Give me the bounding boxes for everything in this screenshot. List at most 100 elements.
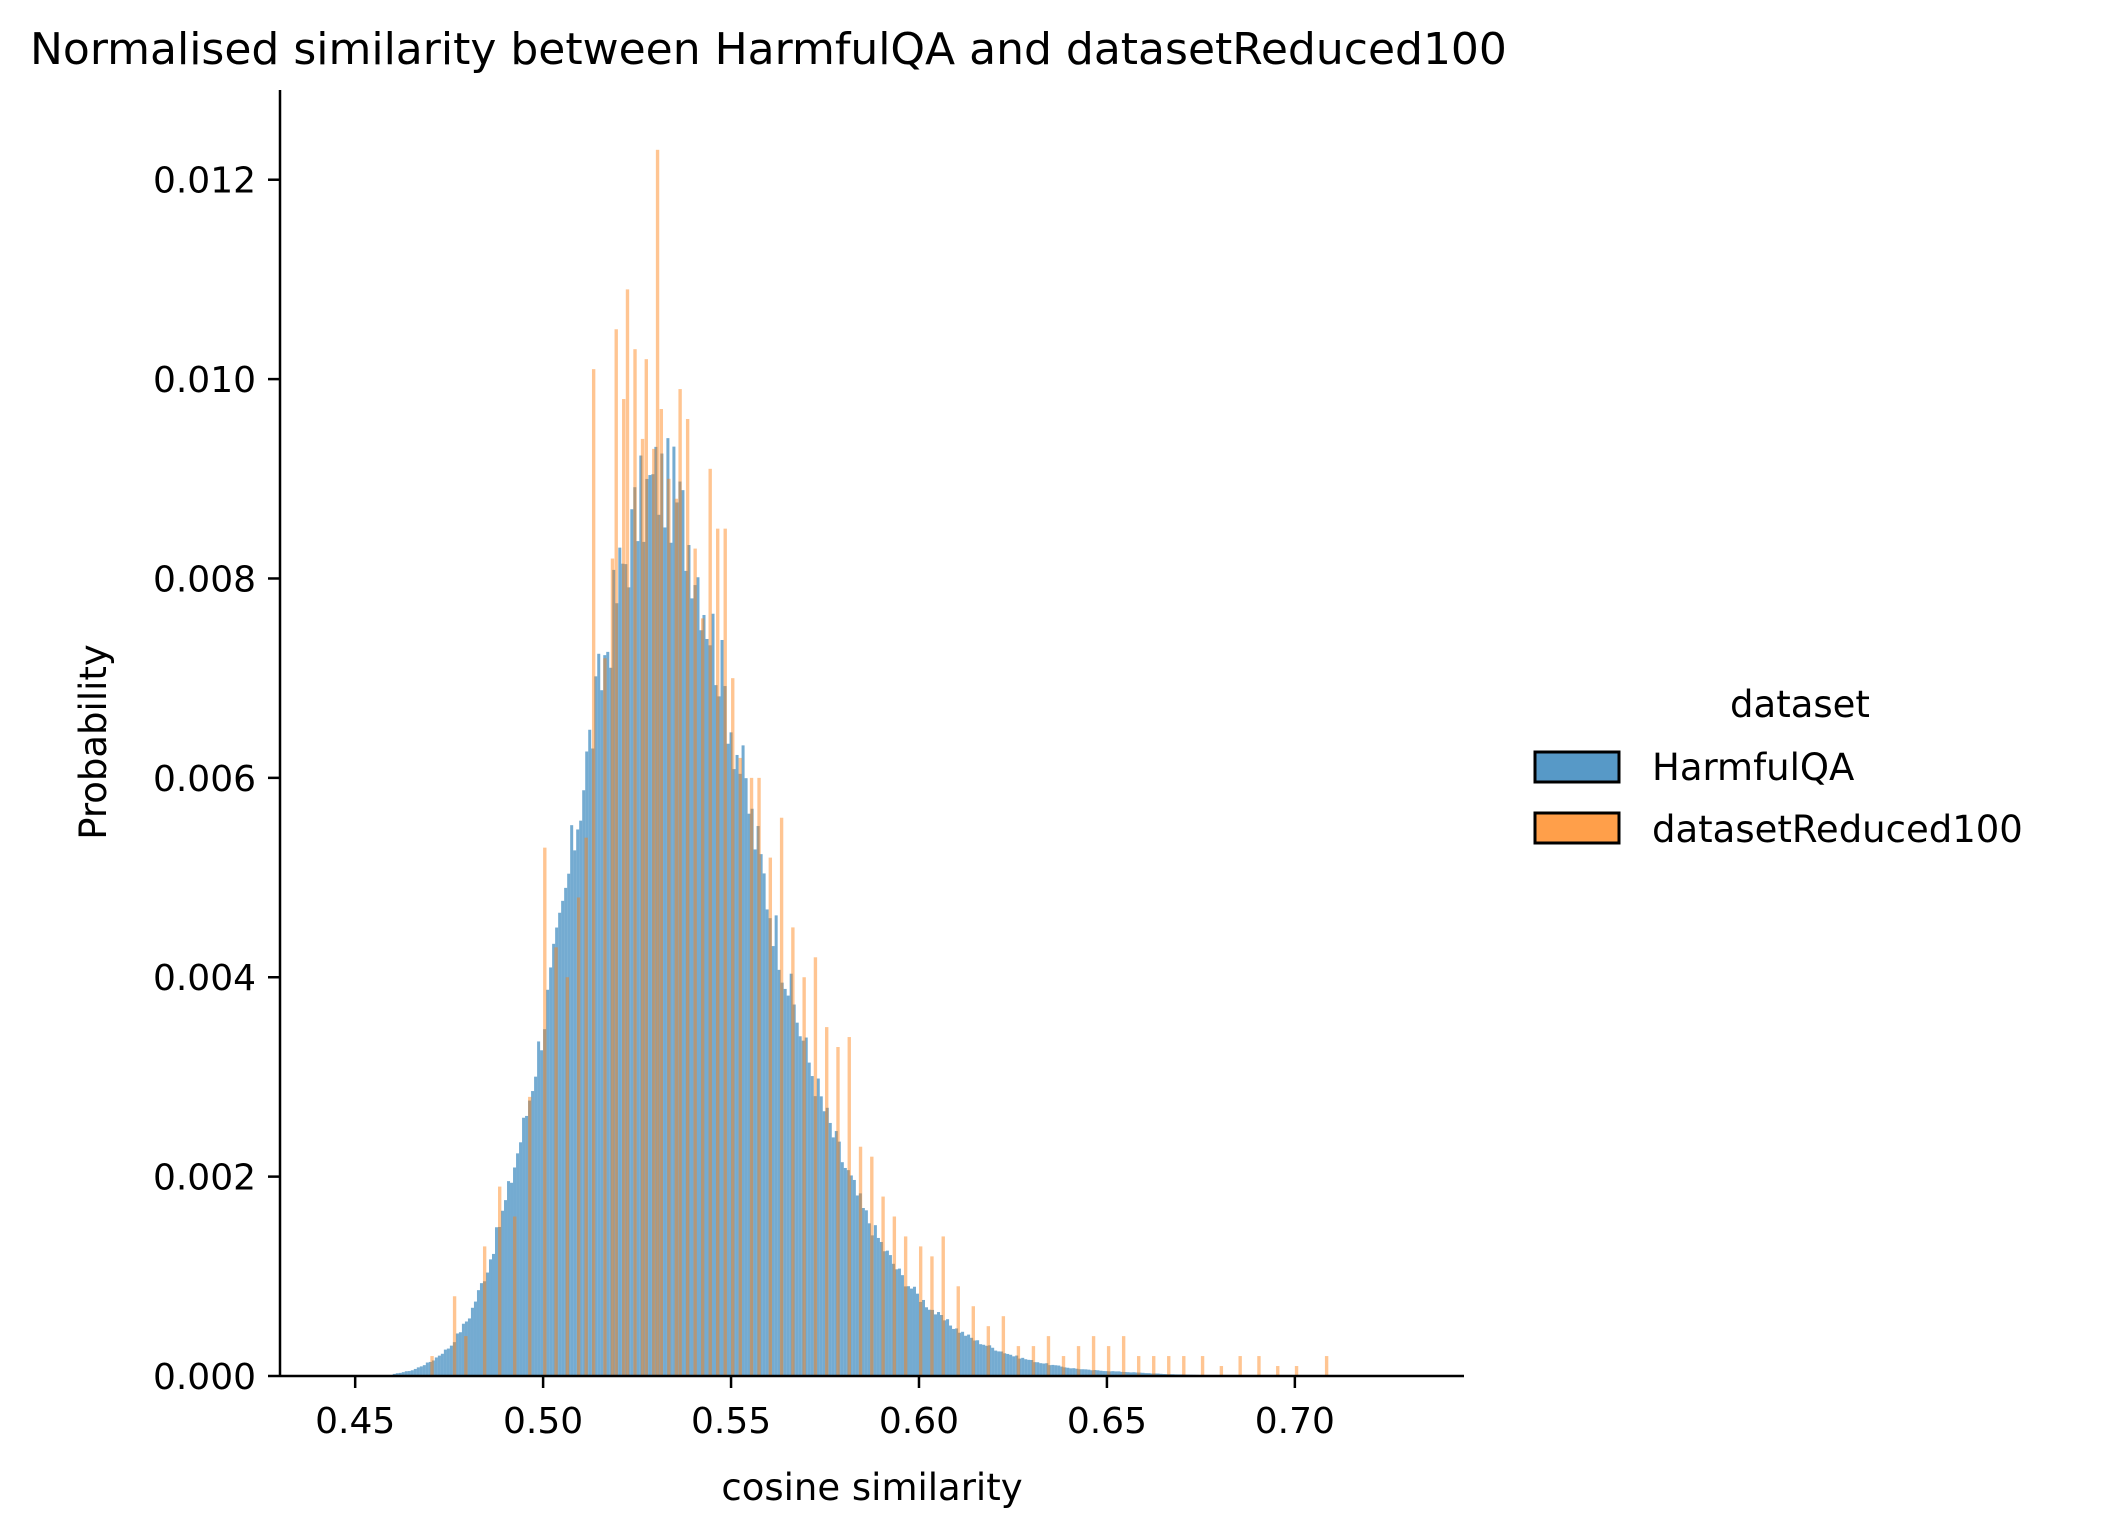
harmfulqa-bar-167 xyxy=(894,1269,898,1376)
harmfulqa-bar-249 xyxy=(1141,1372,1145,1376)
harmfulqa-bar-21 xyxy=(455,1333,459,1376)
datasetreduced100-bar-9 xyxy=(565,977,570,1376)
harmfulqa-bar-8 xyxy=(416,1367,420,1376)
datasetreduced100-bar-28 xyxy=(693,548,697,1376)
harmfulqa-bar-179 xyxy=(931,1309,935,1376)
datasetreduced100-bar-68 xyxy=(1182,1356,1186,1376)
harmfulqa-bar-103 xyxy=(702,614,706,1376)
harmfulqa-bar-168 xyxy=(897,1268,901,1376)
datasetreduced100-bar-41 xyxy=(813,957,818,1376)
harmfulqa-bar-72 xyxy=(609,667,613,1376)
datasetreduced100-bar-8 xyxy=(554,947,558,1376)
harmfulqa-bar-151 xyxy=(846,1170,850,1376)
harmfulqa-bar-221 xyxy=(1057,1365,1061,1376)
harmfulqa-bar-23 xyxy=(461,1323,465,1376)
datasetreduced100-bar-4 xyxy=(498,1186,502,1376)
harmfulqa-bar-26 xyxy=(470,1307,474,1376)
harmfulqa-bar-156 xyxy=(861,1208,865,1376)
datasetreduced100-bar-20 xyxy=(644,359,648,1376)
datasetreduced100-bar-72 xyxy=(1257,1356,1261,1376)
harmfulqa-bar-208 xyxy=(1018,1358,1022,1376)
harmfulqa-bar-120 xyxy=(753,849,757,1376)
harmfulqa-bar-80 xyxy=(633,487,637,1376)
datasetreduced100-bar-39 xyxy=(791,927,795,1376)
harmfulqa-bar-253 xyxy=(1153,1373,1157,1376)
harmfulqa-bar-146 xyxy=(831,1137,835,1376)
datasetreduced100-bar-3 xyxy=(482,1246,487,1376)
harmfulqa-bar-182 xyxy=(940,1315,944,1376)
datasetreduced100-bar-31 xyxy=(716,528,720,1376)
harmfulqa-bar-98 xyxy=(687,545,691,1376)
harmfulqa-bar-169 xyxy=(900,1275,904,1376)
harmfulqa-bar-224 xyxy=(1066,1367,1070,1376)
x-tick-label: 0.65 xyxy=(1067,1401,1147,1442)
datasetreduced100-bar-44 xyxy=(847,1037,851,1376)
datasetreduced100-bar-71 xyxy=(1238,1356,1242,1376)
datasetreduced100-bar-11 xyxy=(584,837,588,1376)
datasetreduced100-bar-22 xyxy=(655,149,660,1376)
harmfulqa-bar-48 xyxy=(537,1041,541,1376)
harmfulqa-bar-121 xyxy=(756,826,760,1376)
legend-title: dataset xyxy=(1730,683,1870,726)
harmfulqa-bar-218 xyxy=(1048,1365,1052,1376)
harmfulqa-bar-109 xyxy=(720,639,724,1376)
datasetreduced100-bar-6 xyxy=(528,1096,532,1376)
harmfulqa-bar-83 xyxy=(642,541,646,1376)
harmfulqa-bar-31 xyxy=(485,1272,489,1376)
harmfulqa-bar-192 xyxy=(970,1337,974,1376)
harmfulqa-bar-36 xyxy=(501,1210,505,1376)
harmfulqa-bar-82 xyxy=(639,455,643,1376)
datasetreduced100-bar-73 xyxy=(1276,1366,1280,1376)
datasetreduced100-bars xyxy=(430,149,1329,1377)
harmfulqa-bar-165 xyxy=(888,1255,892,1376)
harmfulqa-bar-40 xyxy=(513,1167,517,1376)
harmfulqa-bar-147 xyxy=(834,1131,838,1376)
harmfulqa-bar-237 xyxy=(1105,1371,1109,1376)
harmfulqa-bar-9 xyxy=(419,1366,423,1376)
harmfulqa-bar-74 xyxy=(615,603,619,1376)
harmfulqa-bar-132 xyxy=(789,973,793,1376)
harmfulqa-bar-133 xyxy=(792,1004,796,1376)
datasetreduced100-bar-16 xyxy=(622,399,626,1376)
datasetreduced100-bar-1 xyxy=(452,1296,457,1376)
harmfulqa-bar-114 xyxy=(735,754,739,1376)
harmfulqa-bar-69 xyxy=(600,690,604,1376)
harmfulqa-bar-87 xyxy=(654,446,658,1376)
harmfulqa-bar-188 xyxy=(958,1332,962,1376)
harmfulqa-bar-235 xyxy=(1099,1370,1103,1376)
datasetreduced100-bar-32 xyxy=(723,528,727,1376)
x-tick-label: 0.60 xyxy=(879,1401,959,1442)
datasetreduced100-bar-43 xyxy=(836,1047,840,1376)
x-axis-ticks: 0.45 0.50 0.55 0.60 0.65 0.70 xyxy=(315,1376,1335,1442)
harmfulqa-bar-102 xyxy=(699,630,703,1376)
y-tick-label: 0.000 xyxy=(153,1357,256,1398)
harmfulqa-bar-241 xyxy=(1117,1371,1121,1376)
harmfulqa-bar-112 xyxy=(729,732,733,1376)
datasetreduced100-bar-26 xyxy=(678,389,682,1376)
datasetreduced100-bar-19 xyxy=(640,438,645,1376)
harmfulqa-bar-32 xyxy=(488,1259,492,1376)
datasetreduced100-bar-27 xyxy=(685,418,690,1377)
harmfulqa-bar-175 xyxy=(918,1301,922,1376)
harmfulqa-bar-113 xyxy=(732,769,736,1376)
harmfulqa-bar-155 xyxy=(858,1193,862,1376)
harmfulqa-bar-250 xyxy=(1144,1373,1148,1376)
harmfulqa-bar-210 xyxy=(1024,1359,1028,1376)
harmfulqa-bar-153 xyxy=(852,1179,856,1376)
datasetreduced100-bar-49 xyxy=(903,1236,908,1376)
harmfulqa-bar-232 xyxy=(1090,1370,1094,1376)
harmfulqa-bar-68 xyxy=(597,653,601,1376)
harmfulqa-bar-27 xyxy=(473,1301,477,1376)
datasetreduced100-bar-65 xyxy=(1136,1356,1141,1376)
harmfulqa-bar-202 xyxy=(1000,1351,1004,1376)
harmfulqa-bar-89 xyxy=(660,453,664,1376)
harmfulqa-bar-127 xyxy=(774,915,778,1376)
harmfulqa-bar-47 xyxy=(534,1076,538,1376)
harmfulqa-bar-6 xyxy=(410,1370,414,1376)
legend-swatch-datasetreduced100 xyxy=(1533,811,1621,845)
harmfulqa-bar-143 xyxy=(822,1111,826,1376)
datasetreduced100-bar-69 xyxy=(1200,1356,1205,1376)
harmfulqa-bar-140 xyxy=(813,1096,817,1376)
harmfulqa-bar-248 xyxy=(1138,1372,1142,1376)
harmfulqa-bar-181 xyxy=(937,1312,941,1376)
